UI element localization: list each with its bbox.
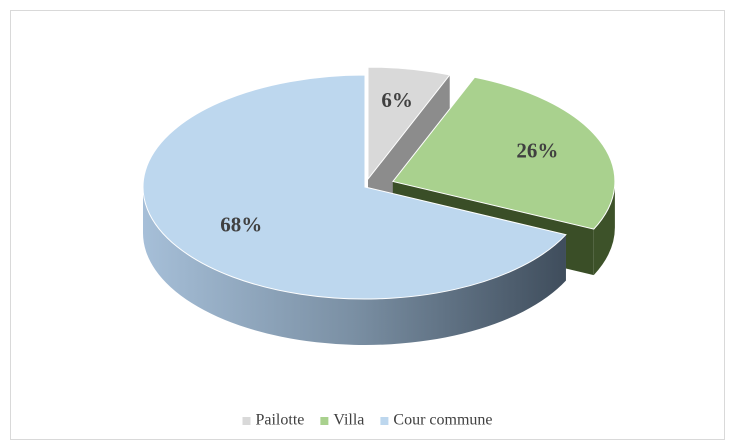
legend-label: Villa	[333, 412, 364, 429]
slice	[142, 74, 567, 300]
legend-label: Cour commune	[393, 412, 492, 429]
legend-swatch	[320, 417, 329, 425]
slice-side	[593, 181, 615, 276]
value-label: 68%	[220, 212, 262, 236]
legend-swatch	[380, 417, 389, 425]
slice-wall	[367, 74, 450, 226]
legend-swatch	[242, 417, 251, 425]
slice	[367, 66, 451, 181]
legend-label: Pailotte	[255, 412, 304, 429]
slice-side	[143, 187, 566, 345]
value-label: 26%	[516, 138, 558, 162]
value-label: 6%	[381, 88, 413, 112]
slice	[392, 76, 616, 230]
